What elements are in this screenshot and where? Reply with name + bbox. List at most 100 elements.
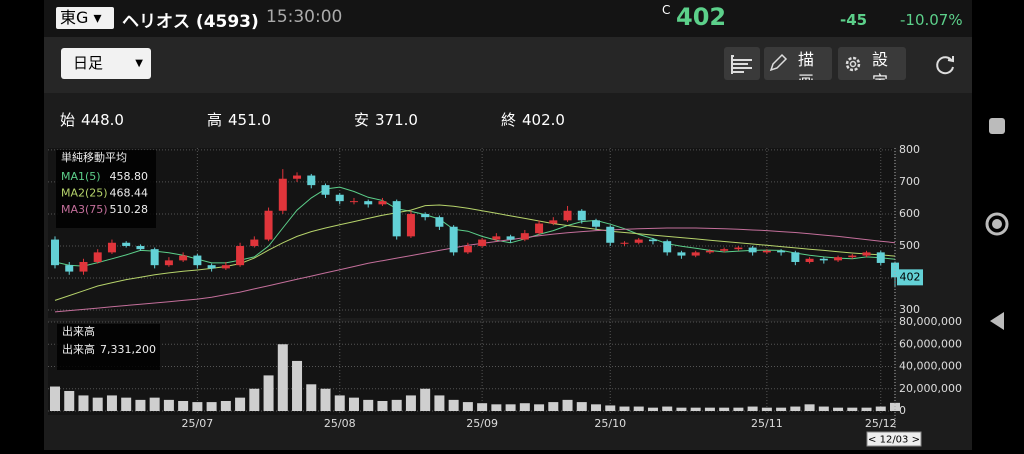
candle-body (720, 249, 729, 251)
candle-body (691, 252, 700, 256)
volume-bar (121, 397, 132, 411)
ohlc-item: 高 451.0 (207, 109, 354, 130)
candle-body (520, 233, 529, 240)
ma-line (54, 227, 896, 313)
candle-body (236, 245, 245, 266)
candle-body (478, 239, 487, 246)
volume-bar (220, 400, 231, 411)
volume-bar (50, 386, 60, 411)
volume-bar (875, 406, 886, 411)
x-tick-label: 25/07 (182, 417, 214, 430)
y-tick-label: 20,000,000 (899, 382, 962, 395)
volume-bar (235, 397, 246, 411)
y-tick-label: 600 (899, 207, 920, 220)
ma-legend-title: 単純移動平均 (61, 150, 127, 164)
candle-body (592, 220, 601, 227)
ohlc-item: 終 402.0 (501, 109, 648, 130)
price: 402 (676, 3, 727, 31)
volume-bar (320, 388, 331, 411)
refresh-button[interactable] (934, 53, 958, 77)
settings-button[interactable]: 設定 (838, 47, 906, 80)
volume-bar (719, 407, 730, 411)
top-bar: 東G ▾ ヘリオス (4593) 15:30:00 C 402 -45 -10.… (44, 0, 972, 37)
candle-body (563, 210, 572, 221)
volume-bar (206, 402, 217, 411)
volume-bar (78, 395, 89, 411)
candle-body (805, 258, 814, 262)
candle-body (449, 226, 458, 253)
candle-body (321, 185, 330, 195)
ohlc-row: 始 448.0 高 451.0 安 371.0 終 402.0 (60, 109, 648, 130)
volume-bar (833, 407, 844, 411)
volume-bar (420, 388, 431, 411)
cursor-date: < 12/03 > (868, 435, 920, 446)
back-button[interactable] (990, 312, 1004, 330)
volume-bar (491, 404, 502, 411)
candle-body (663, 241, 672, 253)
market-select[interactable]: 東G ▾ (56, 7, 114, 29)
volume-bar (619, 406, 630, 411)
gear-icon (845, 56, 861, 72)
candle-body (492, 236, 501, 240)
volume-bar (861, 407, 872, 411)
volume-bar (505, 404, 516, 411)
indicator-icon (731, 55, 752, 74)
candle-body (221, 265, 230, 269)
period-select[interactable]: 日足 ▼ (61, 48, 151, 79)
candle-body (634, 239, 643, 243)
x-tick-label: 25/11 (751, 417, 783, 430)
volume-bar (106, 395, 117, 411)
ohlc-label: 終 (501, 111, 517, 129)
stock-name: ヘリオス (4593) (122, 12, 259, 32)
y-tick-label: 40,000,000 (899, 360, 962, 373)
candle-body (549, 220, 558, 224)
volume-bar (178, 400, 189, 411)
candle-body (107, 242, 116, 253)
nav-bar (972, 0, 1024, 450)
ohlc-label: 安 (354, 111, 370, 129)
candle-body (278, 178, 287, 211)
legend-value: 468.44 (110, 187, 149, 200)
legend-label: MA3(75) (61, 203, 108, 216)
chart: 30040050060070080025/0725/0825/0925/1025… (48, 143, 962, 447)
candle-body (506, 236, 515, 240)
candle-body (677, 252, 686, 256)
volume-bar (747, 406, 758, 411)
pencil-icon (769, 53, 788, 72)
volume-legend-value: 7,331,200 (100, 343, 156, 356)
draw-button[interactable]: 描画 (764, 47, 832, 80)
candle-body (207, 265, 216, 269)
candle-body (734, 247, 743, 250)
volume-bar (562, 399, 573, 411)
y-tick-label: 500 (899, 239, 920, 252)
candle-body (435, 217, 444, 227)
volume-bar (534, 404, 545, 411)
recent-button[interactable] (989, 118, 1005, 134)
indicator-button[interactable] (724, 47, 760, 80)
legend-label: MA2(25) (61, 187, 108, 200)
candle-body (164, 260, 173, 266)
candle-body (834, 257, 843, 261)
candle-body (762, 250, 771, 253)
candle-body (122, 242, 131, 246)
candle-body (648, 239, 657, 242)
ohlc-value: 448.0 (81, 111, 124, 129)
ohlc-label: 始 (60, 111, 76, 129)
candle-body (463, 245, 472, 253)
settings-label: 設定 (872, 50, 889, 80)
volume-bar (776, 407, 787, 411)
volume-bar (292, 360, 303, 411)
volume-bar (306, 384, 317, 411)
candle-body (791, 252, 800, 262)
volume-bar (519, 403, 530, 411)
volume-bar (761, 407, 772, 411)
candle-body (705, 250, 714, 253)
home-button[interactable] (985, 212, 1009, 236)
volume-bar (277, 344, 288, 411)
legend-value: 510.28 (110, 203, 149, 216)
y-tick-label: 60,000,000 (899, 337, 962, 350)
candle-body (307, 175, 316, 186)
candle-body (606, 226, 615, 243)
candle-body (777, 250, 786, 253)
